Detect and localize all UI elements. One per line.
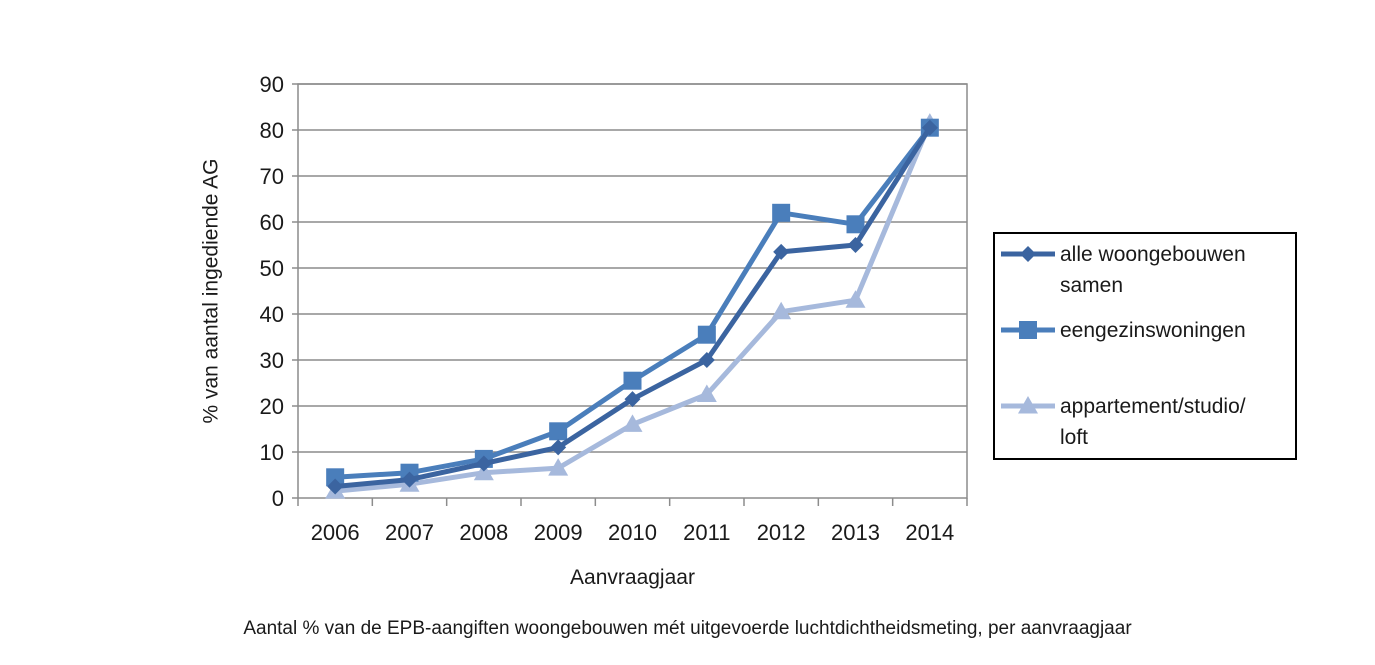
legend-entry: appartement/studio/loft	[1001, 395, 1246, 449]
y-tick-label: 60	[260, 210, 284, 235]
x-tick-label: 2010	[608, 520, 657, 545]
x-tick-label: 2013	[831, 520, 880, 545]
x-tick-label: 2012	[757, 520, 806, 545]
data-point	[773, 243, 790, 260]
y-tick-label: 70	[260, 164, 284, 189]
legend-label-line: appartement/studio/	[1060, 395, 1246, 418]
figure-caption: Aantal % van de EPB-aangiften woongebouw…	[243, 618, 1132, 639]
legend: alle woongebouwen samen eengezinswoningen a…	[993, 232, 1297, 460]
data-point	[550, 439, 567, 456]
data-point	[475, 455, 492, 472]
data-point	[548, 458, 569, 476]
legend-swatch-marker	[1020, 246, 1036, 262]
line-chart: 0 10 20 30 40 50 60 70 80 90 2006 2007 2008 2009 2010…	[200, 72, 1297, 589]
y-tick-label: 90	[260, 72, 284, 97]
data-point	[401, 471, 418, 488]
data-point	[696, 384, 717, 402]
legend-label: eengezinswoningen	[1060, 319, 1246, 342]
data-series	[325, 113, 940, 499]
y-tick-label: 10	[260, 440, 284, 465]
data-point	[771, 301, 792, 320]
data-point	[327, 478, 344, 495]
legend-swatch-marker	[1019, 321, 1037, 339]
legend-label-line: loft	[1060, 426, 1088, 449]
data-point	[772, 203, 791, 222]
data-point	[549, 422, 568, 441]
legend-label: alle woongebouwen samen	[1060, 243, 1246, 297]
series-line	[334, 126, 932, 489]
y-tick-label: 30	[260, 348, 284, 373]
y-tick-label: 20	[260, 394, 284, 419]
x-tick-label: 2007	[385, 520, 434, 545]
data-point	[326, 468, 345, 487]
y-tick-label: 80	[260, 118, 284, 143]
y-axis-title: % van aantal ingediende AG	[200, 158, 223, 423]
data-point	[697, 325, 716, 344]
plot-area-border	[297, 83, 968, 499]
legend-label: appartement/studio/loft	[1060, 395, 1246, 449]
x-axis-tick-labels: 2006 2007 2008 2009 2010 2011 2012 2013 2014	[311, 520, 955, 545]
legend-label-line: samen	[1060, 274, 1123, 297]
x-tick-label: 2006	[311, 520, 360, 545]
data-point	[698, 352, 715, 368]
data-point	[623, 371, 642, 390]
series-line	[334, 122, 933, 494]
data-point	[847, 237, 864, 253]
x-tick-label: 2008	[459, 520, 508, 545]
x-tick-label: 2009	[534, 520, 583, 545]
legend-label-line: eengezinswoningen	[1060, 319, 1246, 342]
data-point	[624, 391, 641, 408]
data-point	[622, 414, 643, 432]
x-axis-title: Aanvraagjaar	[570, 566, 695, 589]
legend-entry: alle woongebouwen samen	[1001, 243, 1246, 297]
legend-entry: eengezinswoningen	[1001, 319, 1246, 342]
y-tick-label: 40	[260, 302, 284, 327]
legend-label-line: alle woongebouwen	[1060, 243, 1246, 266]
data-point	[845, 290, 866, 308]
legend-border	[993, 232, 1297, 460]
series-3	[325, 113, 940, 499]
y-axis-tick-labels: 0 10 20 30 40 50 60 70 80 90	[260, 72, 284, 511]
legend-swatch-marker	[1018, 396, 1038, 414]
y-tick-label: 0	[272, 486, 284, 511]
series-1	[327, 119, 938, 495]
x-tick-label: 2011	[683, 520, 730, 545]
x-tick-label: 2014	[905, 520, 954, 545]
data-point	[846, 215, 865, 234]
y-tick-label: 50	[260, 256, 284, 281]
data-point	[921, 119, 938, 136]
axes	[292, 83, 968, 506]
